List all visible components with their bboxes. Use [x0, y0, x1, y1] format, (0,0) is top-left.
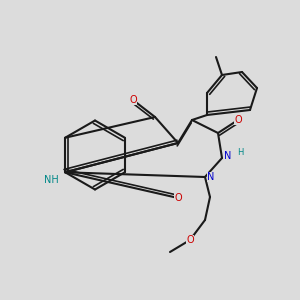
Text: H: H	[237, 148, 243, 157]
Text: O: O	[129, 95, 137, 105]
Text: O: O	[174, 193, 182, 203]
Text: N: N	[207, 172, 215, 182]
Text: O: O	[186, 235, 194, 245]
Text: NH: NH	[44, 175, 59, 185]
Text: O: O	[234, 115, 242, 125]
Text: N: N	[224, 152, 231, 161]
